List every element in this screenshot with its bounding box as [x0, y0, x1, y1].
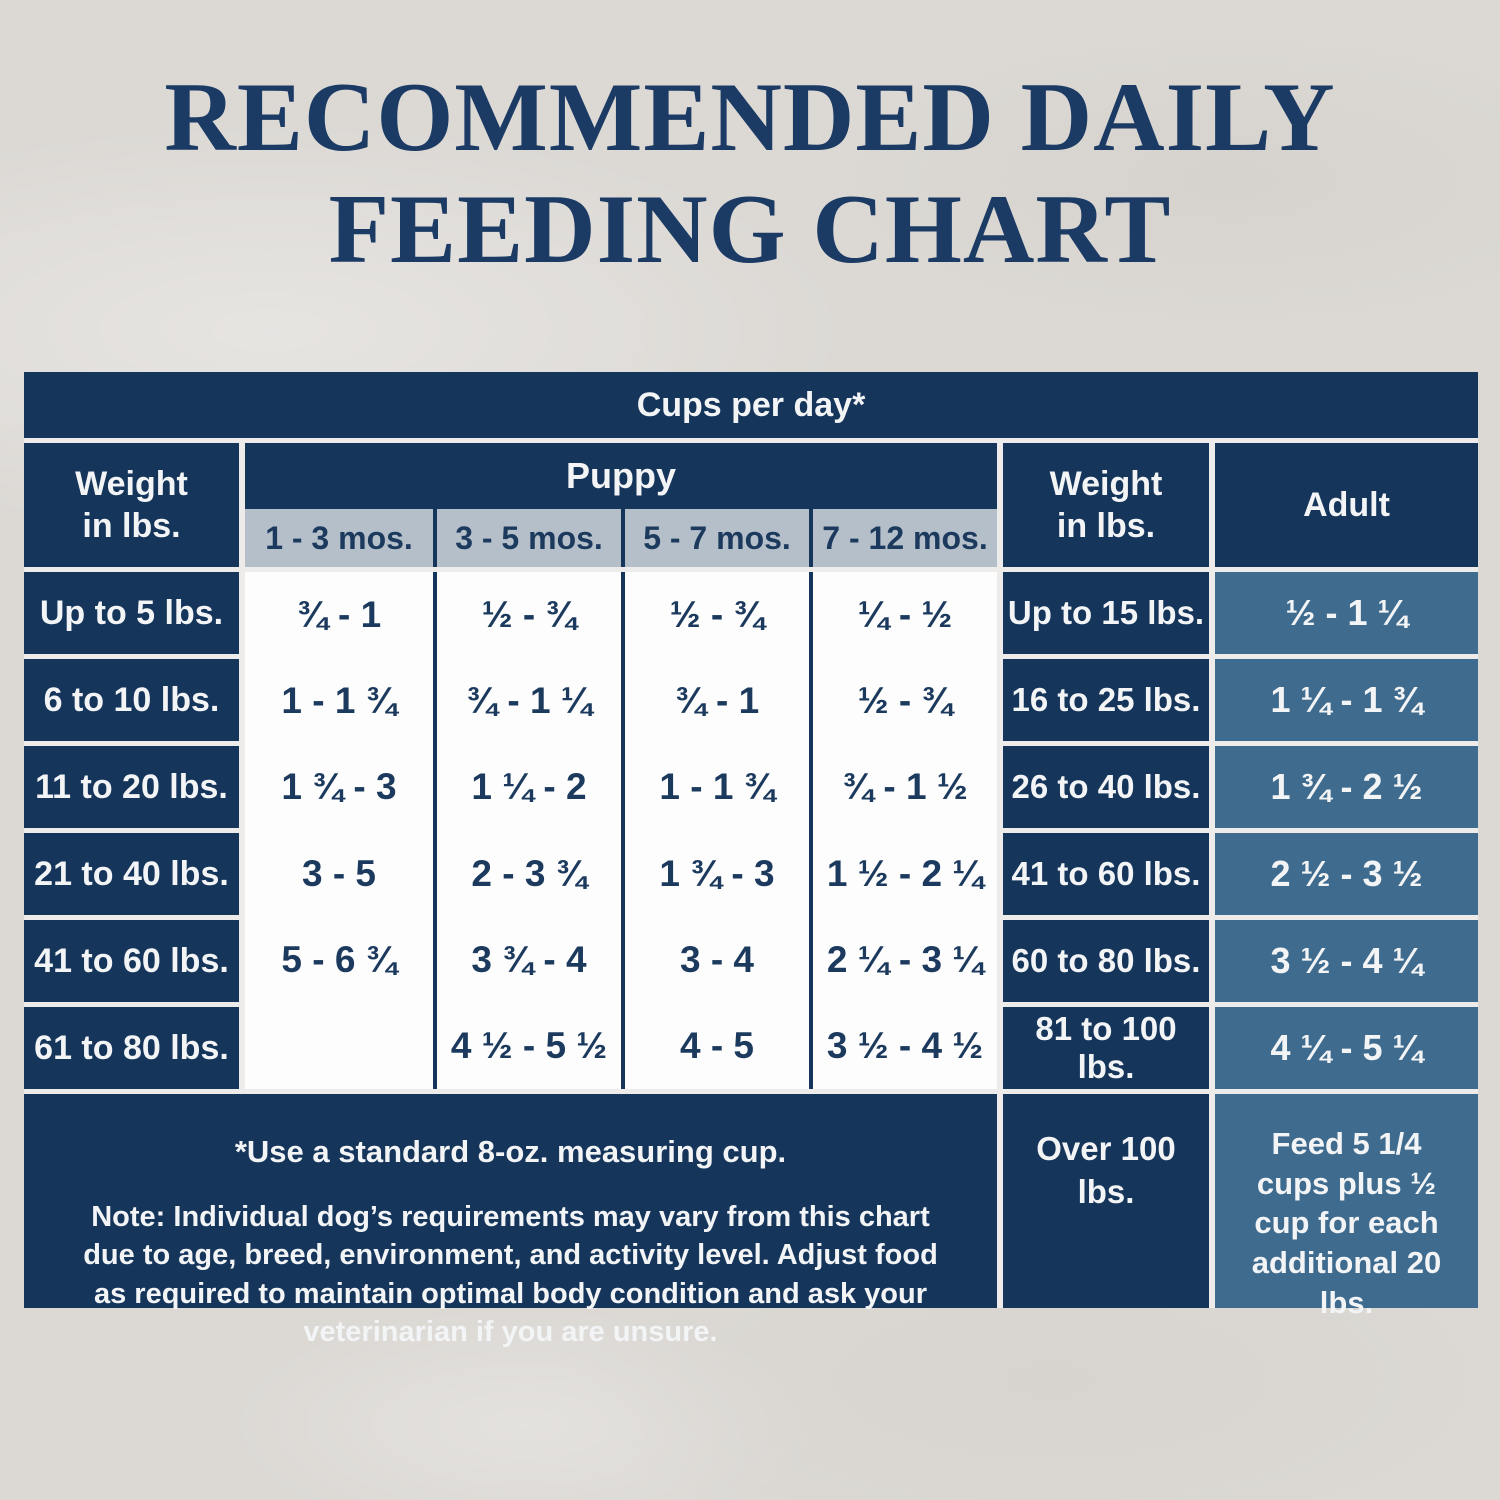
- puppy-value-cell: 4 - 5: [621, 1002, 809, 1089]
- adult-weight-header-line2: in lbs.: [1056, 507, 1156, 545]
- puppy-weight-cell: 11 to 20 lbs.: [24, 746, 239, 828]
- puppy-value-cell: 3 ½ - 4 ½: [809, 1002, 997, 1089]
- puppy-value-cell: ¾ - 1: [621, 658, 809, 745]
- age-column-header-5-7: 5 - 7 mos.: [621, 509, 809, 567]
- puppy-value-cell: 2 - 3 ¾: [433, 830, 621, 917]
- puppy-weight-cell: 41 to 60 lbs.: [24, 920, 239, 1002]
- adult-weight-column-header: Weight in lbs.: [1003, 443, 1209, 567]
- over-100-lbs-cell: Over 100 lbs.: [1003, 1094, 1209, 1308]
- adult-weight-cell: 81 to 100 lbs.: [1003, 1007, 1209, 1089]
- puppy-weight-header-line1: Weight: [75, 464, 188, 503]
- puppy-value-cell: ½ - ¾: [621, 572, 809, 659]
- puppy-value-cell: 3 ¾ - 4: [433, 916, 621, 1003]
- puppy-value-cell: 1 - 1 ¾: [281, 680, 397, 722]
- puppy-value-cell: ¾ - 1: [296, 594, 382, 636]
- puppy-weight-cell: 21 to 40 lbs.: [24, 833, 239, 915]
- puppy-values-grid: ¾ - 1 ½ - ¾ ½ - ¾ ¼ - ½ 1 - 1 ¾ ¾ - 1 ¼ …: [245, 572, 997, 1089]
- page-title-line1: RECOMMENDED DAILY: [164, 63, 1336, 172]
- over-100-feeding-instruction: Feed 5 1/4 cups plus ½ cup for each addi…: [1215, 1094, 1478, 1320]
- adult-weight-cell: 60 to 80 lbs.: [1003, 920, 1209, 1002]
- page-title-line2: FEEDING CHART: [328, 174, 1172, 284]
- puppy-value-cell: ½ - ¾: [433, 572, 621, 659]
- puppy-value-cell: ¾ - 1 ½: [809, 744, 997, 831]
- adult-value-cell: 3 ½ - 4 ¼: [1215, 920, 1478, 1002]
- adult-column-header: Adult: [1215, 443, 1478, 567]
- puppy-value-cell: 1 ¼ - 2: [433, 744, 621, 831]
- adult-value-cell: 4 ¼ - 5 ¼: [1215, 1007, 1478, 1089]
- adult-value-cell: ½ - 1 ¼: [1215, 572, 1478, 654]
- adult-value-cell: 1 ¼ - 1 ¾: [1215, 659, 1478, 741]
- puppy-value-cell: 2 ¼ - 3 ¼: [809, 916, 997, 1003]
- age-column-header-3-5: 3 - 5 mos.: [433, 509, 621, 567]
- puppy-value-cell: [245, 1003, 433, 1089]
- age-column-header-7-12: 7 - 12 mos.: [809, 509, 997, 567]
- adult-weight-cell: 16 to 25 lbs.: [1003, 659, 1209, 741]
- puppy-value-cell: 4 ½ - 5 ½: [433, 1002, 621, 1089]
- puppy-value-cell: 3 - 5: [301, 852, 377, 894]
- feeding-chart-table: Cups per day* Weight in lbs. Puppy 1 - 3…: [24, 372, 1478, 1348]
- puppy-value-cell: ¼ - ½: [809, 572, 997, 659]
- over-100-line2: lbs.: [1077, 1172, 1135, 1210]
- over-100-lbs-text: Over 100 lbs.: [1036, 1128, 1175, 1214]
- adult-value-cell: 2 ½ - 3 ½: [1215, 833, 1478, 915]
- puppy-weight-cell: 61 to 80 lbs.: [24, 1007, 239, 1089]
- adult-weight-cell: 41 to 60 lbs.: [1003, 833, 1209, 915]
- puppy-weight-cell: Up to 5 lbs.: [24, 572, 239, 654]
- measuring-cup-note: *Use a standard 8-oz. measuring cup.: [234, 1134, 787, 1169]
- footnote-block: *Use a standard 8-oz. measuring cup. Not…: [24, 1094, 997, 1348]
- units-header: Cups per day*: [24, 372, 1478, 438]
- adult-weight-cell: Up to 15 lbs.: [1003, 572, 1209, 654]
- puppy-age-header-row: 1 - 3 mos. 3 - 5 mos. 5 - 7 mos. 7 - 12 …: [245, 509, 997, 567]
- puppy-value-cell: 3 - 4: [621, 916, 809, 1003]
- age-column-header-1-3: 1 - 3 mos.: [265, 519, 413, 556]
- puppy-value-cell: 1 ½ - 2 ¼: [809, 830, 997, 917]
- puppy-weight-cell: 6 to 10 lbs.: [24, 659, 239, 741]
- puppy-value-cell: 5 - 6 ¾: [281, 938, 397, 980]
- adult-weight-cell: 26 to 40 lbs.: [1003, 746, 1209, 828]
- puppy-value-cell: 1 ¾ - 3: [281, 766, 397, 808]
- adult-value-cell: 1 ¾ - 2 ½: [1215, 746, 1478, 828]
- puppy-group-header: Puppy: [245, 443, 997, 509]
- puppy-value-cell: ¾ - 1 ¼: [433, 658, 621, 745]
- over-100-line1: Over 100: [1036, 1130, 1176, 1167]
- puppy-weight-header-line2: in lbs.: [82, 507, 181, 545]
- vet-note: Note: Individual dog’s requirements may …: [83, 1201, 938, 1348]
- puppy-value-cell: 1 ¾ - 3: [621, 830, 809, 917]
- adult-weight-header-line1: Weight: [1049, 464, 1163, 503]
- puppy-weight-column-header: Weight in lbs.: [24, 443, 239, 567]
- puppy-header-group: Puppy 1 - 3 mos. 3 - 5 mos. 5 - 7 mos. 7…: [245, 443, 997, 567]
- page-title: RECOMMENDED DAILY FEEDING CHART: [0, 62, 1500, 286]
- puppy-value-cell: 1 - 1 ¾: [621, 744, 809, 831]
- puppy-value-cell: ½ - ¾: [809, 658, 997, 745]
